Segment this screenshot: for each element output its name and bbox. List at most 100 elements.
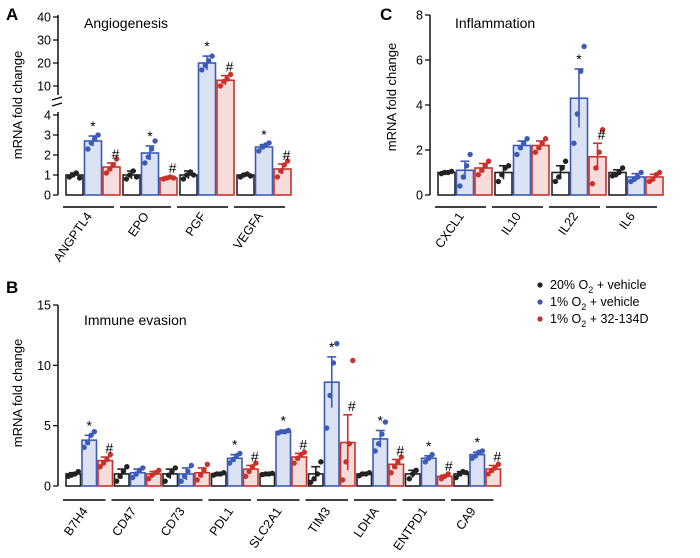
panel-b-significance-hash: # [493,448,501,464]
panel-c-significance-star: * [576,51,582,67]
panel-a-data-point [142,160,148,166]
panel-b-data-point [453,474,459,481]
panel-a-data-point [92,136,98,142]
panel-c-data-point [656,169,663,176]
panel-c-data-point [589,181,596,187]
panel-a-ylabel: mRNA fold change [10,51,25,159]
panel-c-data-point [482,163,488,169]
panel-c-data-point [457,183,463,189]
panel-b-significance-hash: # [251,448,259,464]
panel-a-group-angptl4: * # ANGPTL4 [51,118,121,265]
panel-a-data-point [247,173,254,179]
panel-b-data-point [113,478,120,484]
panel-a-data-point [76,175,83,181]
panel-c-data-point [539,140,545,146]
panel-a-data-point [278,168,284,174]
panel-b-data-point [249,463,256,470]
panel-letter-a: A [6,5,18,24]
panel-b-data-point [124,463,130,470]
panel-b-data-point [327,392,333,399]
panel-a-group-epo: * # EPO [120,128,178,239]
panel-b-data-point [100,460,107,466]
panel-c-category-label-il6: IL6 [617,210,638,232]
panel-a-y-tick-label: 30 [37,34,51,48]
panel-b-data-point [81,444,87,451]
panel-c-y-tick-label: 8 [416,9,423,23]
panel-c-data-point [562,158,569,164]
panel-c-group-il6: IL6 [606,165,664,232]
panel-c-data-point [574,111,580,117]
panel-c-data-point [650,176,656,182]
panel-b-y-tick-label: 15 [37,299,51,313]
panel-b-data-point [88,432,94,439]
panel-a-data-point [85,146,91,152]
panel-b-data-point [237,450,243,457]
panel-c-group-il10: IL10 [492,136,550,238]
panel-b-data-point [107,451,114,458]
panel-b-data-point [172,465,179,471]
panel-b-data-point [323,425,330,431]
panel-b-y-tick-label: 0 [44,480,51,494]
panel-c-data-point [635,174,641,180]
panel-b-data-point [253,460,259,466]
panel-a-data-point [73,170,79,176]
panel-c-ylabel: mRNA fold change [384,43,399,151]
panel-a-significance-star: * [261,127,267,143]
panel-b-group-tim3: * # TIM3 [305,339,355,536]
panel-a-significance-hash: # [169,160,177,176]
legend-entry-1-o2-vehicle: 1% O2 + vehicle [537,295,639,312]
panel-b-significance-star: * [87,417,93,433]
panel-a-axis-break-mark [51,96,63,101]
legend: 20% O2 + vehicle 1% O2 + vehicle 1% O2 +… [537,278,648,329]
panel-c-data-point [475,172,482,178]
panel-c-data-point [505,163,512,169]
panel-a-significance-star: * [204,38,210,54]
panel-a-bar-pgf-blue [197,62,217,196]
panel-b-y-tick-label: 5 [44,419,51,433]
panel-a-data-point [284,158,291,164]
panel-a-y-tick-label: 4 [44,109,51,123]
panel-b-category-label-cd73: CD73 [158,505,188,539]
panel-b-data-point [204,461,211,467]
legend-label: 1% O2 + vehicle [550,295,639,312]
panel-a-significance-hash: # [112,146,120,162]
legend-marker [537,282,543,288]
panel-c-data-point [578,68,584,74]
panel-b-data-point [339,477,346,483]
panel-b-data-point [391,463,398,470]
panel-a-data-point [199,67,205,73]
panel-b-significance-star: * [329,339,335,355]
panel-b-data-point [178,478,184,484]
panel-a-significance-star: * [90,118,96,134]
panel-b-data-point [97,463,103,470]
panel-a-data-point [281,162,287,168]
chart-immune-evasion: 0 5 10 15 * # B7H4 CD47 CD73 * # PDL1 * # SLC2A1 * # TIM3… [37,299,501,554]
panel-c-category-label-cxcl1: CXCL1 [432,210,467,251]
chart-angiogenesis: 0 1 2 3 4 10 20 30 40 * # ANGPTL4 * # EPO * # PGF * # VEGFA [37,11,292,265]
panel-b-data-point [201,467,207,474]
panel-a-data-point [256,148,262,154]
panel-a-category-label-angptl4: ANGPTL4 [51,210,95,265]
panel-b-data-point [301,449,308,455]
panel-b-group-cd73: CD73 [158,461,211,539]
panel-c-data-point [638,169,644,176]
panel-b-data-point [185,468,191,475]
panel-c-group-cxcl1: CXCL1 [432,151,493,251]
panel-b-data-point [318,459,324,465]
panel-c-data-point [479,167,485,173]
panel-c-y-tick-label: 6 [416,54,423,68]
panel-b-significance-star: * [281,412,287,428]
panel-c-category-label-il10: IL10 [499,210,524,238]
panel-a-data-point [107,166,113,172]
panel-b-significance-star: * [232,437,238,453]
panel-b-data-point [156,467,162,474]
panel-b-data-point [84,439,91,446]
panel-c-y-tick-label: 2 [416,144,423,158]
panel-a-data-point [209,53,215,59]
panel-b-category-label-b7h4: B7H4 [61,505,90,539]
panel-a-data-point [127,172,133,178]
panel-b-group-ldha: * # LDHA [351,412,404,540]
panel-a-category-label-epo: EPO [125,209,152,239]
legend-entry-20-o2-vehicle: 20% O2 + vehicle [537,278,646,295]
panel-b-y-tick-label: 10 [37,359,51,373]
